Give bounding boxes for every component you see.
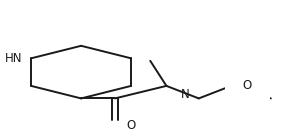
Text: O: O [127, 119, 136, 132]
Text: O: O [243, 79, 252, 92]
Text: N: N [181, 88, 190, 101]
Text: HN: HN [5, 52, 22, 65]
